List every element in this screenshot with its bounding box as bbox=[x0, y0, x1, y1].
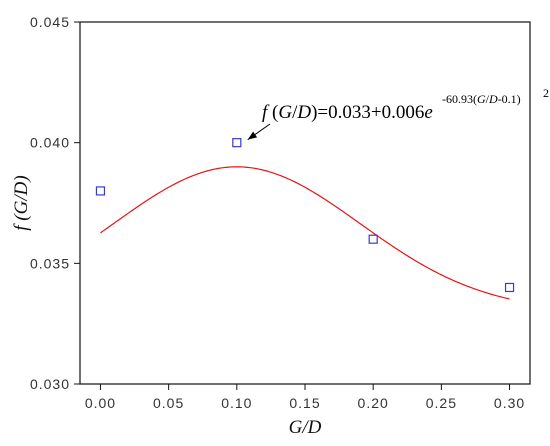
x-axis: 0.00 0.05 0.10 0.15 0.20 0.25 0.30 bbox=[85, 384, 525, 411]
x-tick-label: 0.30 bbox=[494, 395, 525, 411]
data-points bbox=[95, 138, 515, 293]
equation-annotation: f (G/D)=0.033+0.006e -60.93(G/D-0.1) 2 bbox=[247, 86, 549, 141]
x-tick-label: 0.10 bbox=[221, 395, 252, 411]
data-point bbox=[232, 138, 242, 148]
fit-curve bbox=[100, 166, 510, 300]
plot-frame bbox=[79, 21, 531, 385]
data-point bbox=[95, 186, 106, 196]
x-tick-label: 0.25 bbox=[426, 395, 457, 411]
annotation-arrow-head bbox=[247, 131, 258, 140]
equation-exponent: -60.93(G/D-0.1) bbox=[442, 92, 521, 106]
equation-main: f (G/D)=0.033+0.006e bbox=[262, 102, 433, 123]
x-axis-title: G/D bbox=[289, 417, 322, 438]
y-tick-label: 0.030 bbox=[30, 376, 70, 392]
x-tick-label: 0.20 bbox=[358, 395, 389, 411]
x-tick-label: 0.05 bbox=[153, 395, 184, 411]
y-axis: 0.030 0.035 0.040 0.045 bbox=[30, 14, 80, 392]
y-tick-label: 0.040 bbox=[30, 135, 70, 151]
y-axis-title: f (G/D) bbox=[11, 175, 32, 230]
x-tick-label: 0.15 bbox=[289, 395, 320, 411]
x-tick-label: 0.00 bbox=[85, 395, 116, 411]
y-tick-label: 0.035 bbox=[30, 255, 70, 271]
y-tick-label: 0.045 bbox=[30, 14, 70, 30]
data-point bbox=[368, 234, 378, 244]
data-point bbox=[504, 282, 515, 293]
equation-exponent-square: 2 bbox=[543, 86, 549, 100]
